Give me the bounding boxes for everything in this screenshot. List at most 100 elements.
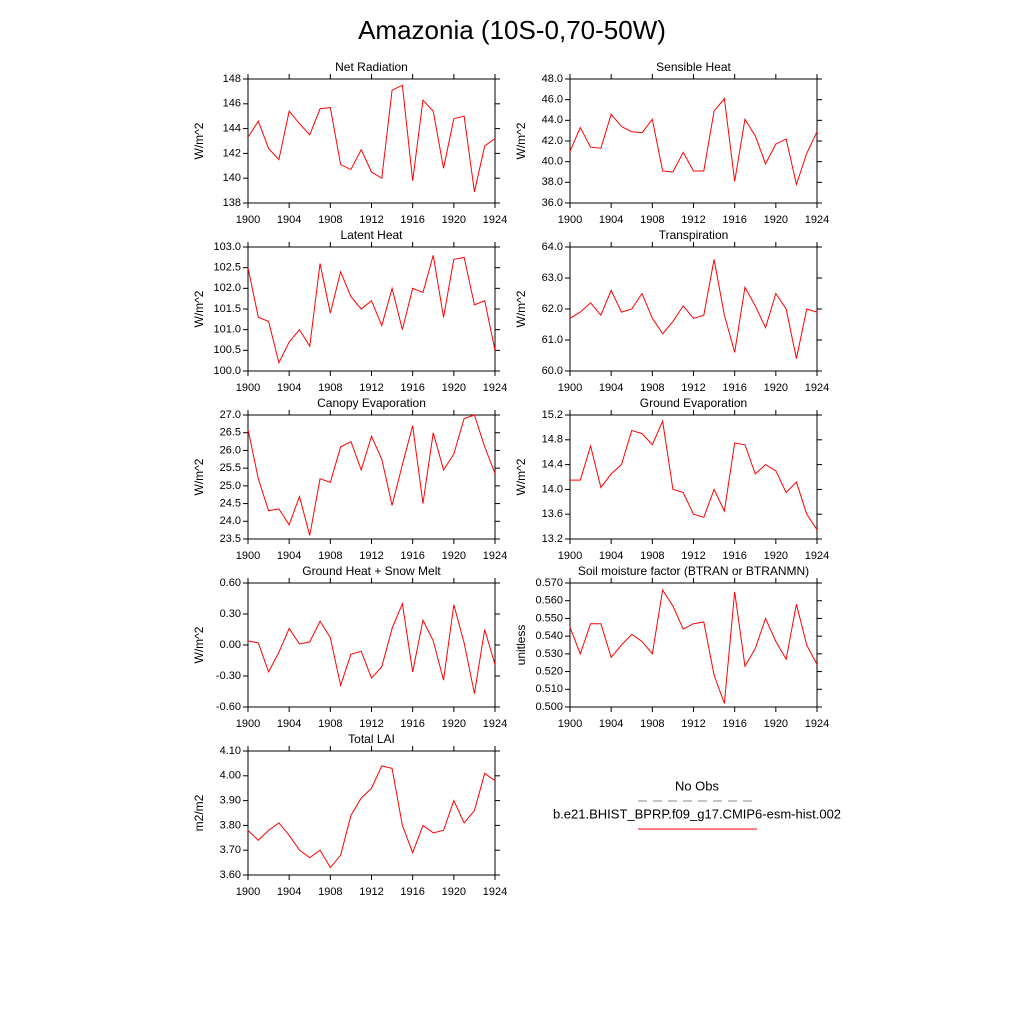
y-tick-label: 100.0 bbox=[213, 365, 241, 377]
x-tick-label: 1908 bbox=[640, 718, 664, 730]
data-line bbox=[247, 84, 496, 192]
y-tick-label: 62.0 bbox=[542, 303, 563, 315]
x-tick-label: 1908 bbox=[318, 718, 342, 730]
y-axis-label: unitless bbox=[514, 625, 528, 666]
y-tick-label: 4.00 bbox=[220, 770, 241, 782]
x-tick-label: 1908 bbox=[640, 550, 664, 562]
y-tick-label: 140 bbox=[223, 172, 241, 184]
x-tick-label: 1908 bbox=[318, 886, 342, 898]
x-tick-label: 1924 bbox=[805, 382, 829, 394]
data-line bbox=[247, 601, 496, 694]
y-tick-label: 40.0 bbox=[542, 156, 563, 168]
x-tick-label: 1920 bbox=[764, 382, 788, 394]
x-tick-label: 1912 bbox=[359, 382, 383, 394]
x-tick-label: 1920 bbox=[764, 214, 788, 226]
y-tick-label: 0.530 bbox=[535, 648, 563, 660]
x-tick-label: 1900 bbox=[236, 718, 260, 730]
y-tick-label: 0.550 bbox=[535, 612, 563, 624]
y-tick-label: 63.0 bbox=[542, 272, 563, 284]
data-line bbox=[570, 419, 818, 530]
x-tick-label: 1916 bbox=[400, 214, 424, 226]
panel-title: Ground Evaporation bbox=[640, 396, 747, 410]
y-tick-label: 0.560 bbox=[535, 595, 563, 607]
y-tick-label: 14.8 bbox=[542, 434, 563, 446]
y-tick-label: 101.5 bbox=[213, 303, 241, 315]
y-tick-label: 0.60 bbox=[220, 577, 241, 589]
panel-title: Ground Heat + Snow Melt bbox=[302, 564, 441, 578]
x-tick-label: 1900 bbox=[236, 550, 260, 562]
x-tick-label: 1920 bbox=[764, 718, 788, 730]
data-line bbox=[569, 259, 818, 359]
x-tick-label: 1904 bbox=[277, 886, 301, 898]
y-tick-label: 3.60 bbox=[220, 869, 241, 881]
y-tick-label: 142 bbox=[223, 147, 241, 159]
y-tick-label: 102.0 bbox=[213, 282, 241, 294]
x-tick-label: 1916 bbox=[722, 550, 746, 562]
legend-label: No Obs bbox=[675, 778, 720, 793]
y-tick-label: 44.0 bbox=[542, 114, 563, 126]
x-tick-label: 1916 bbox=[400, 718, 424, 730]
panel-title: Sensible Heat bbox=[656, 60, 731, 74]
x-tick-label: 1916 bbox=[400, 550, 424, 562]
y-tick-label: -0.60 bbox=[216, 701, 241, 713]
x-tick-label: 1908 bbox=[318, 550, 342, 562]
y-tick-label: 48.0 bbox=[542, 73, 563, 85]
y-tick-label: 0.520 bbox=[535, 665, 563, 677]
y-tick-label: 60.0 bbox=[542, 365, 563, 377]
x-tick-label: 1916 bbox=[722, 382, 746, 394]
y-tick-label: 14.4 bbox=[542, 459, 563, 471]
y-tick-label: 14.0 bbox=[542, 483, 563, 495]
legend-label: b.e21.BHIST_BPRP.f09_g17.CMIP6-esm-hist.… bbox=[553, 806, 841, 821]
y-tick-label: 25.5 bbox=[220, 462, 241, 474]
x-tick-label: 1920 bbox=[442, 214, 466, 226]
y-axis-label: W/m^2 bbox=[192, 458, 206, 495]
x-tick-label: 1924 bbox=[805, 214, 829, 226]
y-tick-label: 0.00 bbox=[220, 639, 241, 651]
x-tick-label: 1908 bbox=[640, 214, 664, 226]
panel-title: Total LAI bbox=[348, 732, 395, 746]
x-tick-label: 1920 bbox=[764, 550, 788, 562]
y-tick-label: 64.0 bbox=[542, 241, 563, 253]
x-tick-label: 1912 bbox=[359, 718, 383, 730]
y-tick-label: 0.540 bbox=[535, 630, 563, 642]
x-tick-label: 1924 bbox=[483, 550, 507, 562]
x-tick-label: 1920 bbox=[442, 718, 466, 730]
x-tick-label: 1924 bbox=[483, 214, 507, 226]
x-tick-label: 1924 bbox=[805, 550, 829, 562]
y-tick-label: 61.0 bbox=[542, 334, 563, 346]
x-tick-label: 1912 bbox=[359, 550, 383, 562]
x-tick-label: 1908 bbox=[318, 382, 342, 394]
y-axis-label: W/m^2 bbox=[192, 122, 206, 159]
x-tick-label: 1900 bbox=[236, 214, 260, 226]
y-tick-label: 0.570 bbox=[535, 577, 563, 589]
y-tick-label: 26.0 bbox=[220, 444, 241, 456]
x-tick-label: 1912 bbox=[359, 214, 383, 226]
figure-title: Amazonia (10S-0,70-50W) bbox=[358, 15, 666, 45]
x-tick-label: 1904 bbox=[277, 550, 301, 562]
x-tick-label: 1904 bbox=[599, 214, 623, 226]
x-tick-label: 1912 bbox=[359, 886, 383, 898]
data-line bbox=[569, 97, 818, 187]
y-tick-label: 13.2 bbox=[542, 533, 563, 545]
y-tick-label: 38.0 bbox=[542, 176, 563, 188]
x-tick-label: 1916 bbox=[400, 886, 424, 898]
data-line bbox=[247, 414, 496, 536]
x-tick-label: 1904 bbox=[599, 550, 623, 562]
y-tick-label: 3.90 bbox=[220, 795, 241, 807]
x-tick-label: 1900 bbox=[558, 214, 582, 226]
x-tick-label: 1904 bbox=[599, 718, 623, 730]
panel-title: Soil moisture factor (BTRAN or BTRANMN) bbox=[578, 564, 809, 578]
x-tick-label: 1900 bbox=[236, 382, 260, 394]
y-tick-label: 24.5 bbox=[220, 497, 241, 509]
y-tick-label: 42.0 bbox=[542, 135, 563, 147]
y-tick-label: 100.5 bbox=[213, 344, 241, 356]
y-tick-label: 101.0 bbox=[213, 324, 241, 336]
x-tick-label: 1904 bbox=[599, 382, 623, 394]
x-tick-label: 1900 bbox=[558, 550, 582, 562]
y-axis-label: W/m^2 bbox=[514, 458, 528, 495]
y-tick-label: 3.70 bbox=[220, 844, 241, 856]
x-tick-label: 1900 bbox=[558, 382, 582, 394]
y-tick-label: 24.0 bbox=[220, 515, 241, 527]
